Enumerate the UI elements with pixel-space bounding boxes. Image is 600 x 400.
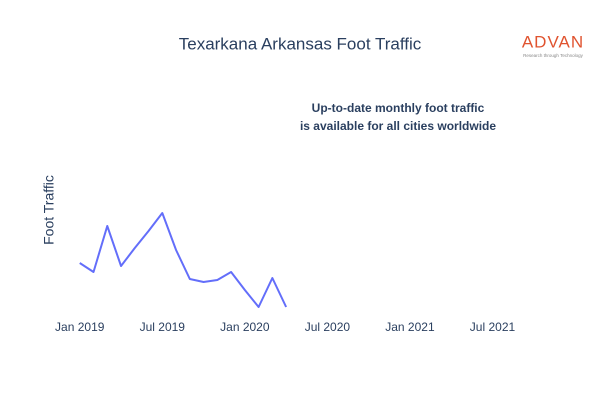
chart-title: Texarkana Arkansas Foot Traffic — [179, 34, 422, 53]
x-tick-label: Jul 2021 — [470, 320, 516, 334]
x-tick-label: Jan 2019 — [55, 320, 105, 334]
x-tick-label: Jan 2020 — [220, 320, 270, 334]
x-tick-label: Jul 2019 — [140, 320, 186, 334]
annotation: is available for all cities worldwide — [300, 119, 496, 133]
x-tick-label: Jul 2020 — [305, 320, 351, 334]
y-axis-title: Foot Traffic — [41, 175, 57, 245]
logo-tagline: Research through Technology — [523, 53, 583, 58]
data-line — [79, 212, 288, 308]
annotation: Up-to-date monthly foot traffic — [312, 101, 485, 115]
logo: ADVAN — [522, 32, 584, 51]
x-tick-label: Jan 2021 — [385, 320, 435, 334]
